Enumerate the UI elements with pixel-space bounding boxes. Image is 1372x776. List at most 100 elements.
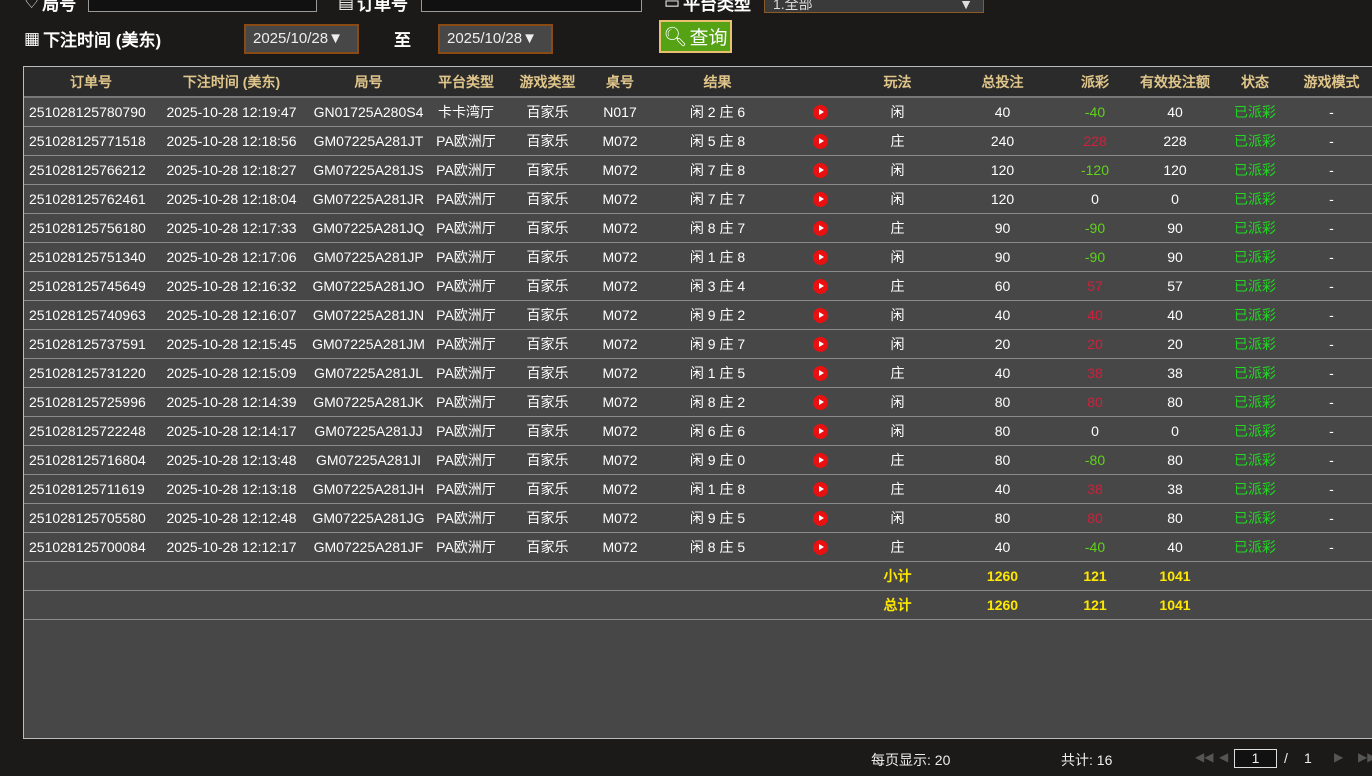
table-row: 251028125705580 2025-10-28 12:12:48 GM0722… bbox=[24, 503, 1372, 533]
cell: 庄 bbox=[850, 126, 945, 156]
cell: PA欧洲厅 bbox=[432, 242, 500, 272]
cell: 38 bbox=[1130, 474, 1220, 504]
next-page-icon[interactable]: ▶ bbox=[1334, 750, 1344, 764]
cell: M072 bbox=[595, 503, 645, 533]
empty-cell bbox=[158, 590, 305, 620]
cell: 2025-10-28 12:16:07 bbox=[158, 300, 305, 330]
column-header: 游戏模式 bbox=[1290, 67, 1372, 98]
cell: 百家乐 bbox=[500, 387, 595, 417]
last-page-icon[interactable]: ▶▶ bbox=[1358, 750, 1372, 764]
cell: PA欧洲厅 bbox=[432, 271, 500, 301]
play-video-icon[interactable] bbox=[812, 278, 828, 294]
play-video-icon[interactable] bbox=[812, 510, 828, 526]
cell: 已派彩 bbox=[1220, 126, 1290, 156]
cell: 251028125745649 bbox=[24, 271, 158, 301]
cell: 38 bbox=[1060, 474, 1130, 504]
cell: 120 bbox=[945, 155, 1060, 185]
cell: - bbox=[1290, 503, 1372, 533]
cell: M072 bbox=[595, 184, 645, 214]
table-row: 251028125731220 2025-10-28 12:15:09 GM0722… bbox=[24, 358, 1372, 388]
cell: 80 bbox=[1060, 503, 1130, 533]
cell: 2025-10-28 12:19:47 bbox=[158, 97, 305, 127]
replay-cell bbox=[790, 242, 850, 272]
play-video-icon[interactable] bbox=[812, 220, 828, 236]
empty-cell bbox=[158, 561, 305, 591]
date-from[interactable]: 2025/10/28▼ bbox=[244, 24, 359, 54]
filter-bar: ♡ 局号 ▤ 订单号 ▭ 平台类型 1.全部 ▼ ▦ 下注时间 (美东) 2025/10/… bbox=[0, 0, 1372, 66]
cell: - bbox=[1290, 532, 1372, 562]
query-button[interactable]: 🔍︎ 查询 bbox=[659, 20, 732, 53]
prev-page-icon[interactable]: ◀ bbox=[1219, 750, 1229, 764]
table-row: 251028125722248 2025-10-28 12:14:17 GM0722… bbox=[24, 416, 1372, 446]
cell: 已派彩 bbox=[1220, 242, 1290, 272]
cell: 百家乐 bbox=[500, 242, 595, 272]
first-page-icon[interactable]: ◀◀ bbox=[1195, 750, 1214, 764]
play-video-icon[interactable] bbox=[812, 481, 828, 497]
replay-cell bbox=[790, 474, 850, 504]
cell: 闲 9 庄 2 bbox=[645, 300, 790, 330]
cell: 闲 9 庄 5 bbox=[645, 503, 790, 533]
column-header: 有效投注额 bbox=[1130, 67, 1220, 98]
cell: -90 bbox=[1060, 242, 1130, 272]
cell: 2025-10-28 12:16:32 bbox=[158, 271, 305, 301]
column-header: 总投注 bbox=[945, 67, 1060, 98]
page-size: 每页显示: 20 bbox=[871, 752, 951, 768]
column-header: 游戏类型 bbox=[500, 67, 595, 98]
replay-cell bbox=[790, 445, 850, 475]
cell: GM07225A281JM bbox=[305, 329, 432, 359]
cell: M072 bbox=[595, 242, 645, 272]
cell: - bbox=[1290, 271, 1372, 301]
page-separator: / bbox=[1284, 750, 1288, 766]
play-video-icon[interactable] bbox=[812, 452, 828, 468]
order-input[interactable] bbox=[421, 0, 642, 12]
cell: 闲 9 庄 7 bbox=[645, 329, 790, 359]
column-header: 平台类型 bbox=[432, 67, 500, 98]
cell: 120 bbox=[1130, 155, 1220, 185]
cell: 38 bbox=[1060, 358, 1130, 388]
play-video-icon[interactable] bbox=[812, 539, 828, 555]
cell: GM07225A281JS bbox=[305, 155, 432, 185]
column-header: 玩法 bbox=[850, 67, 945, 98]
date-to[interactable]: 2025/10/28▼ bbox=[438, 24, 553, 54]
cell: 40 bbox=[945, 358, 1060, 388]
platform-icon: ▭ bbox=[664, 0, 681, 12]
page-input[interactable]: 1 bbox=[1234, 749, 1277, 768]
cell: 20 bbox=[1130, 329, 1220, 359]
table-header: 订单号 下注时间 (美东) 局号 平台类型 游戏类型 桌号 结果 玩法 总投注 派彩 有效投注额 状态… bbox=[24, 67, 1372, 98]
cell: M072 bbox=[595, 445, 645, 475]
cell: 闲 bbox=[850, 97, 945, 127]
play-video-icon[interactable] bbox=[812, 336, 828, 352]
play-video-icon[interactable] bbox=[812, 307, 828, 323]
play-video-icon[interactable] bbox=[812, 133, 828, 149]
empty-cell bbox=[645, 590, 790, 620]
cell: PA欧洲厅 bbox=[432, 184, 500, 214]
cell: 40 bbox=[1060, 300, 1130, 330]
round-input[interactable] bbox=[88, 0, 317, 12]
subtotal-bet: 1260 bbox=[945, 561, 1060, 591]
play-video-icon[interactable] bbox=[812, 394, 828, 410]
cell: 251028125751340 bbox=[24, 242, 158, 272]
cell: 90 bbox=[1130, 213, 1220, 243]
cell: M072 bbox=[595, 387, 645, 417]
empty-cell bbox=[432, 561, 500, 591]
cell: M072 bbox=[595, 358, 645, 388]
play-video-icon[interactable] bbox=[812, 162, 828, 178]
cell: PA欧洲厅 bbox=[432, 300, 500, 330]
play-video-icon[interactable] bbox=[812, 105, 828, 121]
play-video-icon[interactable] bbox=[812, 365, 828, 381]
column-header: 派彩 bbox=[1060, 67, 1130, 98]
platform-select[interactable]: 1.全部 ▼ bbox=[764, 0, 984, 13]
cell: 90 bbox=[1130, 242, 1220, 272]
cell: 251028125766212 bbox=[24, 155, 158, 185]
cell: 2025-10-28 12:14:39 bbox=[158, 387, 305, 417]
play-video-icon[interactable] bbox=[812, 191, 828, 207]
empty-cell bbox=[500, 561, 595, 591]
column-header: 状态 bbox=[1220, 67, 1290, 98]
cell: 40 bbox=[1130, 97, 1220, 127]
column-header: 订单号 bbox=[24, 67, 158, 98]
cell: 251028125737591 bbox=[24, 329, 158, 359]
cell: M072 bbox=[595, 416, 645, 446]
play-video-icon[interactable] bbox=[812, 249, 828, 265]
play-video-icon[interactable] bbox=[812, 423, 828, 439]
cell: PA欧洲厅 bbox=[432, 213, 500, 243]
